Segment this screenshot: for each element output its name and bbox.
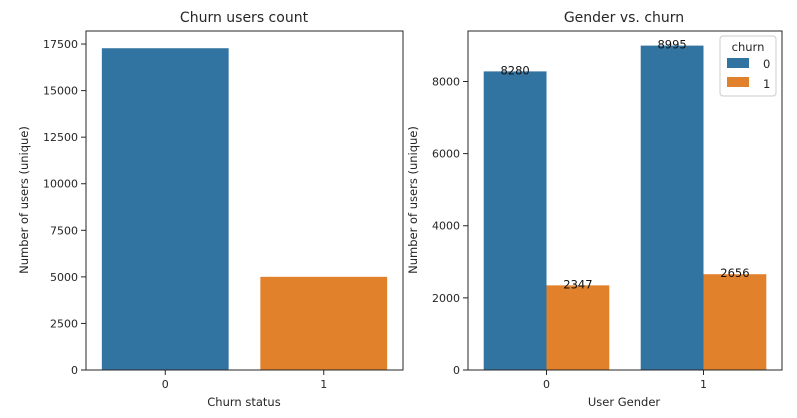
- y-tick-label: 0: [453, 364, 460, 377]
- bar-churn-1: [260, 276, 388, 370]
- bar-gender-0-churn-1: [546, 285, 610, 370]
- bar-gender-1-churn-1: [703, 274, 767, 370]
- y-tick-label: 2000: [432, 292, 460, 305]
- legend-label-series-0: 0: [763, 57, 770, 71]
- x-axis-label: Churn status: [207, 395, 280, 409]
- x-axis-label: User Gender: [588, 395, 661, 409]
- y-axis-label: Number of users (unique): [406, 126, 420, 274]
- legend-swatch-series-0: [727, 58, 749, 68]
- y-tick-label: 10000: [43, 178, 78, 191]
- legend: churn 0 1: [719, 35, 777, 97]
- y-tick-label: 15000: [43, 85, 78, 98]
- data-label: 2347: [563, 277, 592, 291]
- y-tick-label: 2500: [50, 317, 78, 330]
- y-tick-label: 4000: [432, 220, 460, 233]
- plot-frame: [85, 30, 404, 371]
- y-tick-label: 7500: [50, 224, 78, 237]
- legend-label-series-1: 1: [763, 77, 770, 91]
- bar-churn-0: [101, 48, 229, 370]
- y-tick-label: 17500: [43, 38, 78, 51]
- y-tick-label: 5000: [50, 271, 78, 284]
- legend-title: churn: [732, 40, 765, 54]
- bar-gender-0-churn-0: [483, 71, 547, 371]
- x-tick-label: 0: [543, 378, 550, 391]
- data-label: 8280: [500, 63, 529, 77]
- y-tick-label: 12500: [43, 131, 78, 144]
- y-tick-label: 8000: [432, 75, 460, 88]
- x-tick-label: 0: [162, 378, 169, 391]
- y-tick-label: 6000: [432, 148, 460, 161]
- data-label: 2656: [720, 266, 749, 280]
- data-label: 8995: [657, 38, 686, 52]
- chart-title: Gender vs. churn: [564, 10, 684, 26]
- gender-vs-churn-chart: Gender vs. churn User Gender Number of u…: [406, 10, 783, 409]
- y-tick-label: 0: [71, 364, 78, 377]
- legend-swatch-series-1: [727, 77, 749, 87]
- bar-gender-1-churn-0: [640, 45, 704, 371]
- x-tick-label: 1: [700, 378, 707, 391]
- x-tick-label: 1: [320, 378, 327, 391]
- chart-title: Churn users count: [180, 10, 309, 26]
- churn-count-chart: Churn users count Churn status Number of…: [17, 10, 404, 409]
- plot-frame: [467, 30, 783, 371]
- y-axis-label: Number of users (unique): [17, 126, 31, 274]
